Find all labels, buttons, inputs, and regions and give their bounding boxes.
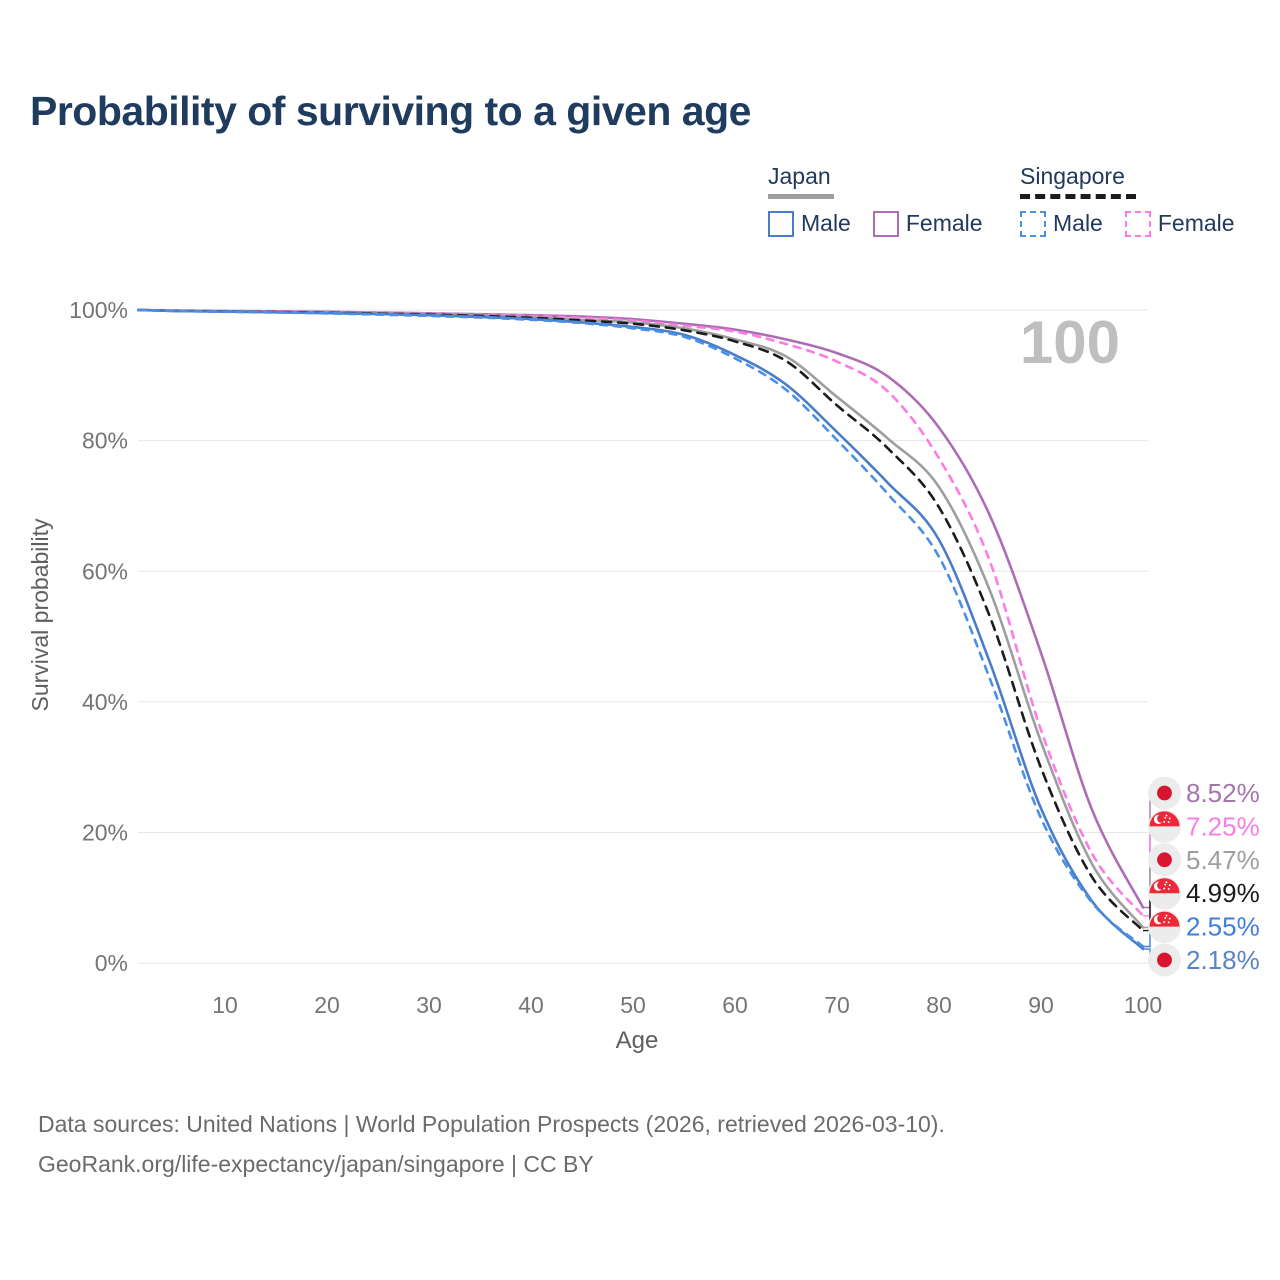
legend-item-singapore-male-label: Male — [1053, 210, 1103, 236]
y-tick-label: 80% — [82, 428, 128, 454]
x-tick-label: 10 — [212, 992, 238, 1018]
legend-group-japan: Japan Male Female — [768, 163, 983, 237]
star-icon — [1167, 921, 1170, 924]
y-axis-title: Survival probability — [27, 518, 53, 712]
x-tick-label: 70 — [824, 992, 850, 1018]
footer-data-sources: Data sources: United Nations | World Pop… — [38, 1111, 945, 1137]
legend-group-japan-label: Japan — [768, 163, 831, 189]
age-cursor-watermark: 100 — [1020, 309, 1120, 376]
x-tick-label: 60 — [722, 992, 748, 1018]
japan-female-checkbox[interactable] — [872, 210, 899, 237]
y-tick-label: 100% — [69, 297, 128, 323]
y-tick-label: 40% — [82, 689, 128, 715]
end-value-label: 2.18% — [1186, 945, 1260, 975]
legend-item-japan-male-label: Male — [801, 210, 851, 236]
end-value-label: 4.99% — [1186, 878, 1260, 908]
crescent-icon — [1157, 881, 1166, 890]
star-icon — [1168, 917, 1171, 920]
star-icon — [1164, 883, 1167, 886]
y-tick-label: 60% — [82, 558, 128, 584]
x-tick-label: 50 — [620, 992, 646, 1018]
star-icon — [1168, 884, 1171, 887]
footer: Data sources: United Nations | World Pop… — [38, 1104, 945, 1184]
legend-item-singapore-male[interactable]: Male — [1020, 210, 1103, 237]
star-icon — [1163, 820, 1166, 823]
footer-attribution: GeoRank.org/life-expectancy/japan/singap… — [38, 1151, 594, 1177]
x-tick-label: 90 — [1028, 992, 1054, 1018]
curve-singapore-both-sexes — [137, 308, 1145, 932]
end-label-singapore-both-sexes: 4.99% — [1143, 876, 1260, 932]
japan-male-checkbox[interactable] — [768, 210, 794, 237]
curve-singapore-female — [137, 308, 1145, 918]
legend-item-japan-female-label: Female — [905, 210, 983, 236]
end-value-label: 8.52% — [1186, 778, 1260, 808]
x-tick-label: 100 — [1124, 992, 1162, 1018]
star-icon — [1165, 881, 1168, 884]
legend-group-singapore: Singapore Male Female — [1020, 163, 1235, 237]
crescent-icon — [1157, 914, 1166, 923]
japan-flag-icon — [1157, 852, 1172, 868]
x-tick-label: 30 — [416, 992, 442, 1018]
singapore-linestyle-key — [1020, 194, 1136, 199]
legend-item-japan-male[interactable]: Male — [768, 210, 851, 237]
end-value-label: 7.25% — [1186, 811, 1260, 841]
end-label-japan-both-sexes: 5.47% — [1143, 843, 1260, 929]
crescent-icon — [1157, 814, 1166, 823]
star-icon — [1163, 921, 1166, 923]
end-value-label: 2.55% — [1186, 912, 1260, 942]
end-label-singapore-female: 7.25% — [1143, 809, 1260, 917]
singapore-female-checkbox[interactable] — [1124, 210, 1151, 237]
x-tick-label: 80 — [926, 992, 952, 1018]
star-icon — [1164, 917, 1167, 919]
survival-curves — [137, 308, 1145, 951]
x-axis-tick-labels: 10 20 30 40 50 60 70 80 90 100 — [212, 992, 1162, 1018]
star-icon — [1167, 887, 1170, 890]
star-icon — [1168, 817, 1171, 820]
star-icon — [1164, 816, 1167, 819]
legend-item-singapore-female-label: Female — [1157, 210, 1235, 236]
curve-japan-male — [137, 308, 1145, 951]
x-tick-label: 20 — [314, 992, 340, 1018]
end-label-singapore-male: 2.55% — [1143, 910, 1260, 948]
star-icon — [1167, 821, 1170, 824]
legend-group-singapore-label: Singapore — [1020, 163, 1125, 189]
y-tick-label: 0% — [95, 950, 128, 976]
star-icon — [1165, 914, 1168, 917]
legend-group-japan-header[interactable]: Japan — [768, 163, 983, 199]
japan-flag-icon — [1157, 952, 1172, 968]
japan-linestyle-key — [768, 194, 834, 199]
end-label-japan-female: 8.52% — [1143, 776, 1260, 909]
curve-singapore-male — [137, 308, 1145, 948]
curve-japan-both-sexes — [137, 308, 1145, 929]
star-icon — [1163, 887, 1166, 890]
x-axis-title: Age — [616, 1027, 659, 1054]
end-value-label: 5.47% — [1186, 845, 1260, 875]
star-icon — [1165, 814, 1168, 817]
legend-group-singapore-header[interactable]: Singapore — [1020, 163, 1235, 199]
legend-item-singapore-female[interactable]: Female — [1124, 210, 1235, 237]
gridlines — [138, 309, 1148, 964]
page-title: Probability of surviving to a given age — [30, 88, 751, 134]
curve-end-labels: 8.52%7.25% 5.47%4.99% 2.55%2.18% — [1143, 776, 1260, 977]
x-tick-label: 40 — [518, 992, 544, 1018]
end-label-japan-male: 2.18% — [1143, 943, 1260, 977]
y-tick-label: 20% — [82, 820, 128, 846]
singapore-male-checkbox[interactable] — [1020, 210, 1046, 237]
curve-japan-female — [137, 308, 1145, 909]
y-axis-tick-labels: 0% 20% 40% 60% 80% 100% — [69, 297, 128, 976]
legend-item-japan-female[interactable]: Female — [872, 210, 983, 237]
japan-flag-icon — [1157, 785, 1172, 801]
